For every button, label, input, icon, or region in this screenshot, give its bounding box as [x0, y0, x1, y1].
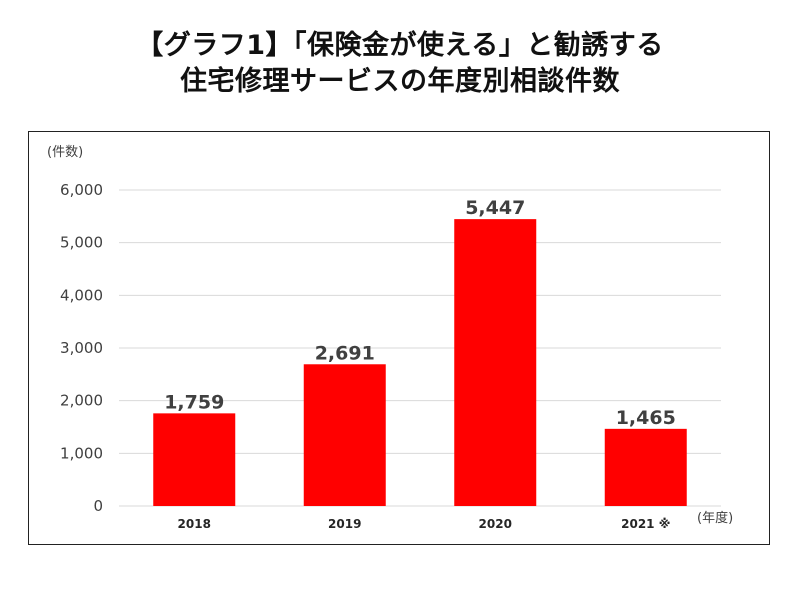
data-label: 1,465 — [616, 407, 676, 429]
data-label: 2,691 — [315, 342, 375, 364]
y-tick-label: 6,000 — [60, 181, 103, 199]
category-label: 2019 — [328, 517, 361, 531]
x-axis-categories: 2018 2019 2020 2021 ※ — [178, 517, 671, 531]
data-labels: 1,759 2,691 5,447 1,465 — [164, 197, 676, 429]
bar-chart: 0 1,000 2,000 3,000 4,000 5,000 6,000 1,759 2,6… — [47, 145, 733, 531]
bar — [153, 413, 236, 506]
data-label: 1,759 — [164, 391, 224, 413]
y-tick-label: 4,000 — [60, 286, 103, 304]
chart-frame: 0 1,000 2,000 3,000 4,000 5,000 6,000 1,759 2,6… — [28, 131, 770, 545]
y-tick-label: 1,000 — [60, 444, 103, 462]
y-axis-unit-label: (件数) — [47, 145, 83, 160]
bars — [153, 219, 687, 506]
y-tick-label: 3,000 — [60, 339, 103, 357]
category-label: 2021 ※ — [621, 517, 670, 531]
category-label: 2018 — [178, 517, 211, 531]
data-label: 5,447 — [465, 197, 525, 219]
y-tick-label: 5,000 — [60, 234, 103, 252]
bar — [303, 364, 386, 506]
y-tick-label: 2,000 — [60, 392, 103, 410]
bar — [454, 219, 537, 506]
y-tick-label: 0 — [93, 497, 103, 515]
bar — [604, 428, 687, 506]
chart-title: 【グラフ1】「保険金が使える」と勧誘する 住宅修理サービスの年度別相談件数 — [0, 28, 800, 100]
category-label: 2020 — [479, 517, 512, 531]
chart-title-line-1: 【グラフ1】「保険金が使える」と勧誘する — [136, 30, 664, 61]
chart-title-line-2: 住宅修理サービスの年度別相談件数 — [180, 66, 620, 97]
x-axis-unit-label: (年度) — [697, 510, 733, 526]
y-axis-ticks: 0 1,000 2,000 3,000 4,000 5,000 6,000 — [60, 181, 103, 515]
